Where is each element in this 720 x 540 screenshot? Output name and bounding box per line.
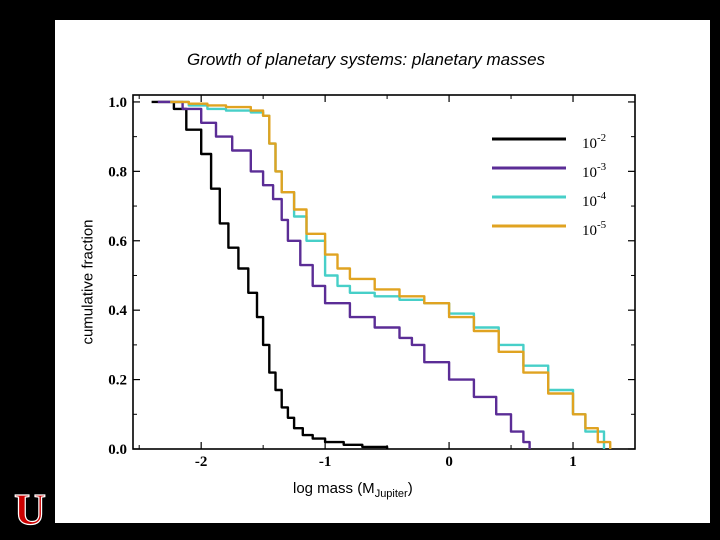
x-tick-label: 1 [569,454,577,470]
series-line-1 [151,100,389,449]
legend-label-base: 10 [582,165,597,181]
x-tick-label: -2 [195,454,208,470]
x-axis-label: log mass (MJupiter) [293,480,413,500]
legend-label-exponent: -4 [597,190,607,202]
chart-title: Growth of planetary systems: planetary m… [186,50,546,69]
x-axis-label-subscript: Jupiter [374,488,408,500]
x-axis-label-main: log mass (M [293,480,375,497]
y-tick-label: 1.0 [108,95,127,111]
x-tick-label: -1 [319,454,332,470]
legend-label-base: 10 [582,223,597,239]
legend-label-base: 10 [582,136,597,152]
y-tick-label: 0.4 [108,303,127,319]
y-tick-label: 0.0 [108,442,127,458]
x-axis-label-close: ) [407,480,413,497]
plot-frame [132,94,636,450]
y-tick-label: 0.6 [108,234,127,250]
series-line-3 [170,100,606,449]
legend-label-exponent: -5 [597,219,607,231]
slide-background [55,20,710,523]
legend-label-2: 10-3 [582,161,607,181]
legend-label-base: 10 [582,194,597,210]
legend-label-1: 10-2 [582,132,606,152]
legend-label-exponent: -3 [597,161,607,173]
university-u-logo: U [14,487,47,527]
legend-label-3: 10-4 [582,190,607,210]
series-line-2 [157,100,531,449]
y-tick-label: 0.2 [108,373,127,389]
legend-label-4: 10-5 [582,219,607,239]
legend-label-exponent: -2 [597,132,606,144]
x-tick-label: 0 [445,454,453,470]
logo-letter: U [14,487,46,527]
y-tick-label: 0.8 [108,164,127,180]
series-line-4 [170,100,612,449]
